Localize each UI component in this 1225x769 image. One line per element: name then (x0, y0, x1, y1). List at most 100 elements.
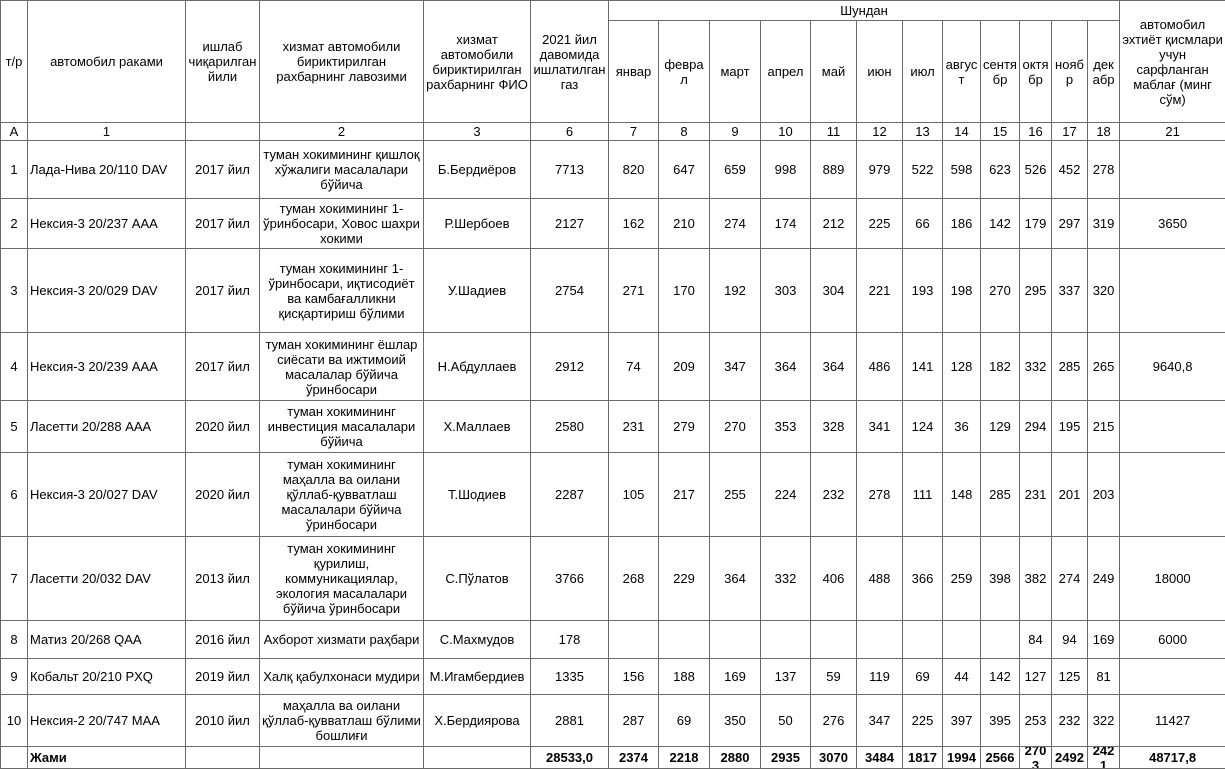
cell-text (1120, 401, 1225, 452)
cell-text: 2019 йил (195, 669, 250, 684)
cell-text: туман хокимининг маҳалла ва оилани қўлла… (281, 457, 402, 532)
cell-text: 148 (950, 487, 973, 502)
cell-text: Х.Маллаев (443, 419, 511, 434)
cell: 3650 (1119, 198, 1225, 249)
cell: 395 (980, 694, 1020, 747)
cell-text: 232 (822, 487, 845, 502)
cell-text: 10 (6, 713, 22, 728)
total-cell: 2218 (658, 746, 710, 769)
month-header: март (709, 20, 761, 123)
cell-text: 2020 йил (195, 419, 250, 434)
cell-text: 332 (774, 571, 797, 586)
cell: С.Махмудов (423, 620, 531, 659)
cell-text (761, 621, 810, 658)
cell-text: 2 (10, 216, 18, 231)
cell-text (943, 621, 980, 658)
cell: Н.Абдуллаев (423, 332, 531, 401)
cell: туман хокимининг инвестиция масалалари б… (259, 400, 424, 453)
cell-text: 217 (673, 487, 695, 502)
cell (1119, 248, 1225, 333)
total-cell: 3484 (856, 746, 903, 769)
cell: 2020 йил (185, 400, 260, 453)
table-row: 10 Нексия-2 20/747 MAA 2010 йил маҳалла ва … (0, 694, 1225, 747)
cell: 215 (1086, 400, 1121, 453)
cell: 66 (902, 198, 943, 249)
cell: 142 (980, 658, 1020, 695)
cell-text: 255 (724, 487, 746, 502)
cell-text: 623 (989, 162, 1011, 177)
column-number: 13 (902, 122, 943, 141)
cell: 142 (980, 198, 1020, 249)
cell: 203 (1086, 452, 1121, 537)
cell-text: Лада-Нива 20/110 DAV (30, 162, 168, 177)
cell-text (1120, 249, 1225, 332)
column-number: 11 (810, 122, 857, 141)
cell: 6000 (1119, 620, 1225, 659)
cell: Ласетти 20/288 AAA (27, 400, 186, 453)
cell: 364 (810, 332, 857, 401)
cell: 231 (608, 400, 659, 453)
cell-text: 406 (822, 571, 845, 586)
cell: 2912 (530, 332, 609, 401)
cell-text: 274 (724, 216, 746, 231)
table-row: 7 Ласетти 20/032 DAV 2013 йил туман хокимин… (0, 536, 1225, 621)
cell: 169 (709, 658, 761, 695)
cell: 9640,8 (1119, 332, 1225, 401)
cell: 217 (658, 452, 710, 537)
cell: 259 (942, 536, 981, 621)
column-number: 2 (259, 122, 424, 141)
cell-text: Т.Шодиев (448, 487, 506, 502)
cell: 285 (980, 452, 1020, 537)
cell: 271 (608, 248, 659, 333)
total-label: Жами (27, 746, 186, 769)
cell-text: Халқ қабулхонаси мудири (263, 669, 420, 684)
cell-text: 50 (778, 713, 793, 728)
cell: Х.Бердиярова (423, 694, 531, 747)
cell: 36 (942, 400, 981, 453)
cell-text: 215 (1092, 419, 1115, 434)
table-row: 8 Матиз 20/268 QAA 2016 йил Ахборот хизмати… (0, 620, 1225, 659)
cell-text: 303 (774, 283, 797, 298)
cell-text: октябр (1022, 56, 1049, 87)
cell: 148 (942, 452, 981, 537)
cell-text: 224 (774, 487, 797, 502)
cell-text: 2013 йил (195, 571, 250, 586)
cell: 193 (902, 248, 943, 333)
cell (709, 620, 761, 659)
column-number: 17 (1051, 122, 1088, 141)
cell-text: 84 (1028, 632, 1043, 647)
cell: Х.Маллаев (423, 400, 531, 453)
cell-text: август (945, 56, 978, 87)
table-row: 5 Ласетти 20/288 AAA 2020 йил туман хокимин… (0, 400, 1225, 453)
table-row: А 1 2 3 6 7 8 9 10 11 12 13 14 15 16 17 18 21 (0, 122, 1225, 141)
cell: туман хокимининг ёшлар сиёсати ва ижтимо… (259, 332, 424, 401)
cell-text: 17 (1062, 124, 1077, 139)
cell: 332 (1019, 332, 1052, 401)
month-header: ноябр (1051, 20, 1088, 123)
cell-text: 2 (337, 124, 346, 139)
cell-text: 271 (622, 283, 645, 298)
cell-text: Нексия-3 20/239 AAA (30, 359, 158, 374)
cell-text: 186 (950, 216, 973, 231)
column-header: т/р (0, 0, 28, 123)
cell: 285 (1051, 332, 1088, 401)
cell: 195 (1051, 400, 1088, 453)
cell: 341 (856, 400, 903, 453)
cell-text: 259 (950, 571, 973, 586)
cell: 119 (856, 658, 903, 695)
cell: 178 (530, 620, 609, 659)
table-row: 9 Кобальт 20/210 PXQ 2019 йил Халқ қабулхон… (0, 658, 1225, 695)
cell-text: 18 (1096, 124, 1111, 139)
cell-text: 2287 (555, 487, 584, 502)
cell-text: 10 (778, 124, 793, 139)
cell: 81 (1086, 658, 1121, 695)
cell: 2017 йил (185, 198, 260, 249)
column-number: 8 (658, 122, 710, 141)
cell: 2016 йил (185, 620, 260, 659)
cell-text: Ласетти 20/032 DAV (30, 571, 151, 586)
column-number: 6 (530, 122, 609, 141)
cell-text: Х.Бердиярова (434, 713, 520, 728)
cell: 162 (608, 198, 659, 249)
cell-text: 2566 (985, 750, 1015, 765)
cell: 522 (902, 140, 943, 199)
